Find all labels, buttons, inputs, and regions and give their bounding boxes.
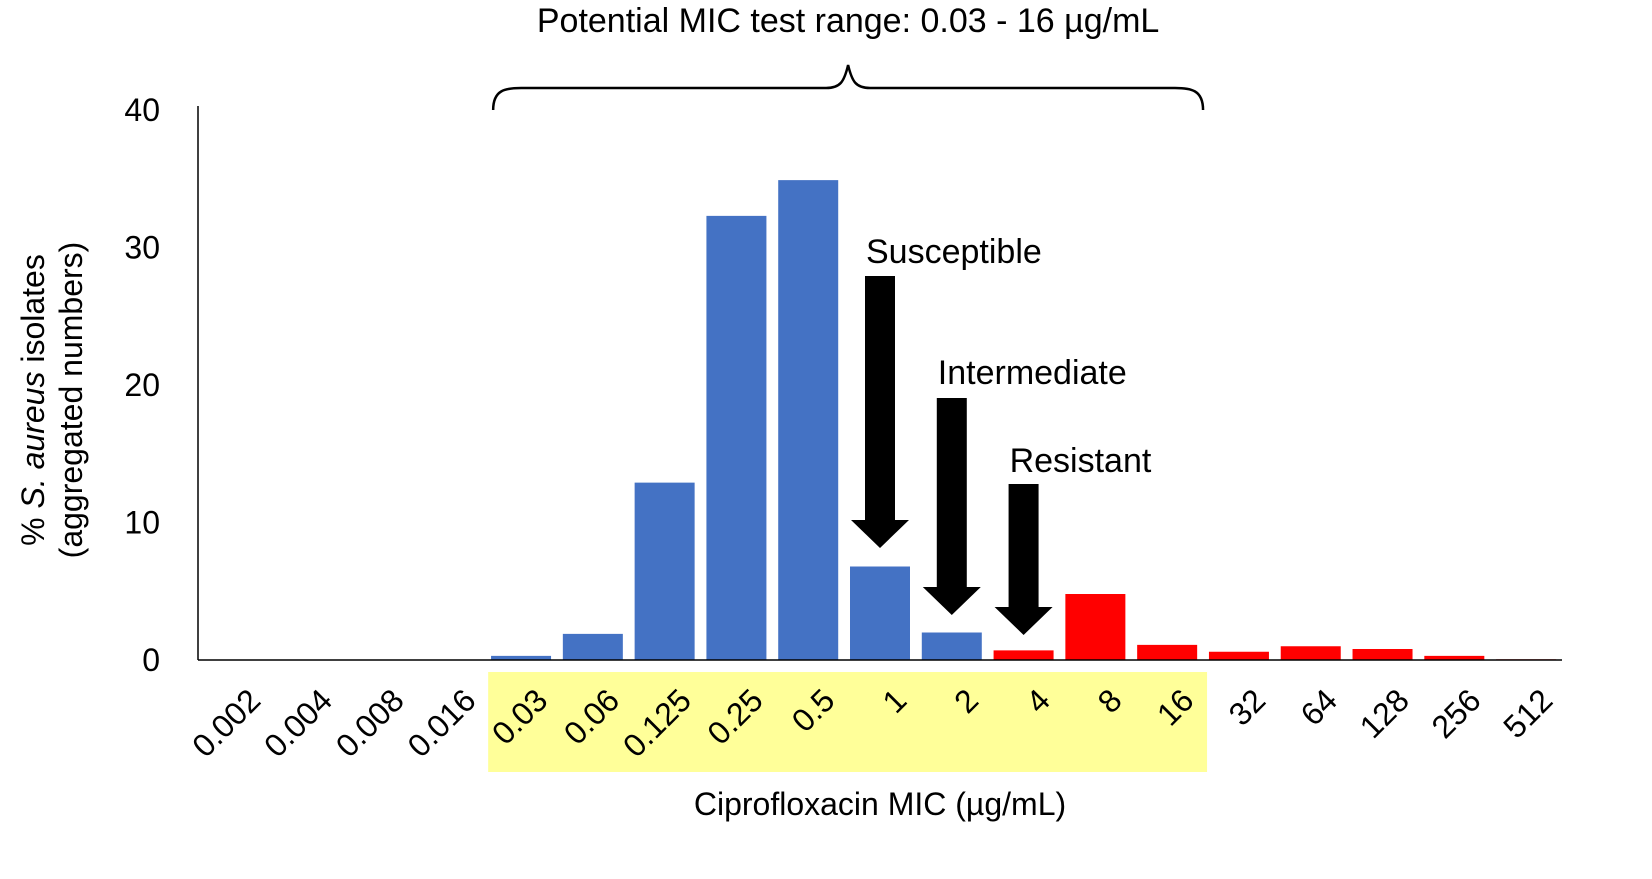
arrow-intermediate: [922, 398, 981, 615]
test-range-highlight: [488, 672, 1208, 772]
arrow-resistant: [994, 484, 1053, 635]
bar-16: [1137, 644, 1198, 660]
y-axis-title-line1: % S. aureus isolates: [15, 254, 51, 546]
bar-64: [1280, 646, 1341, 660]
x-tick-label: 32: [1222, 682, 1273, 733]
bar-0.03: [491, 655, 552, 660]
bar-0.25: [706, 215, 767, 660]
label-susceptible: Susceptible: [866, 233, 1042, 271]
y-tick-label: 20: [124, 367, 160, 403]
y-tick-label: 30: [124, 230, 160, 266]
x-axis-title: Ciprofloxacin MIC (µg/mL): [694, 786, 1066, 822]
y-tick-label: 10: [124, 505, 160, 541]
test-range-brace: [491, 64, 1205, 111]
bar-0.06: [562, 633, 623, 660]
arrow-susceptible: [851, 276, 909, 548]
y-axis-title-suffix: isolates: [15, 254, 51, 371]
y-axis-title-line2: (aggregated numbers): [53, 242, 89, 559]
label-resistant: Resistant: [1010, 442, 1152, 480]
label-intermediate: Intermediate: [938, 354, 1127, 392]
chart-title: Potential MIC test range: 0.03 - 16 µg/m…: [537, 2, 1159, 40]
y-axis-title-prefix: %: [15, 509, 51, 546]
x-tick-label: 0.016: [401, 682, 483, 764]
bar-0.5: [778, 180, 839, 660]
y-tick-label: 40: [124, 92, 160, 128]
bar-32: [1208, 651, 1269, 660]
x-tick-label: 0.004: [257, 682, 339, 764]
bar-256: [1424, 655, 1485, 660]
bar-4: [993, 650, 1054, 660]
y-tick-label: 0: [142, 642, 160, 678]
y-axis-title-species: S. aureus: [15, 372, 51, 509]
bar-8: [1065, 594, 1126, 660]
bar-1: [850, 566, 910, 660]
x-tick-label: 0.002: [185, 682, 267, 764]
x-tick-label: 64: [1293, 682, 1344, 733]
bar-0.125: [634, 482, 695, 660]
bar-128: [1352, 649, 1413, 660]
x-tick-label: 0.008: [329, 682, 411, 764]
x-tick-label: 512: [1496, 682, 1559, 745]
bar-2: [921, 632, 982, 660]
x-tick-label: 256: [1424, 682, 1487, 745]
x-tick-label: 128: [1353, 682, 1416, 745]
